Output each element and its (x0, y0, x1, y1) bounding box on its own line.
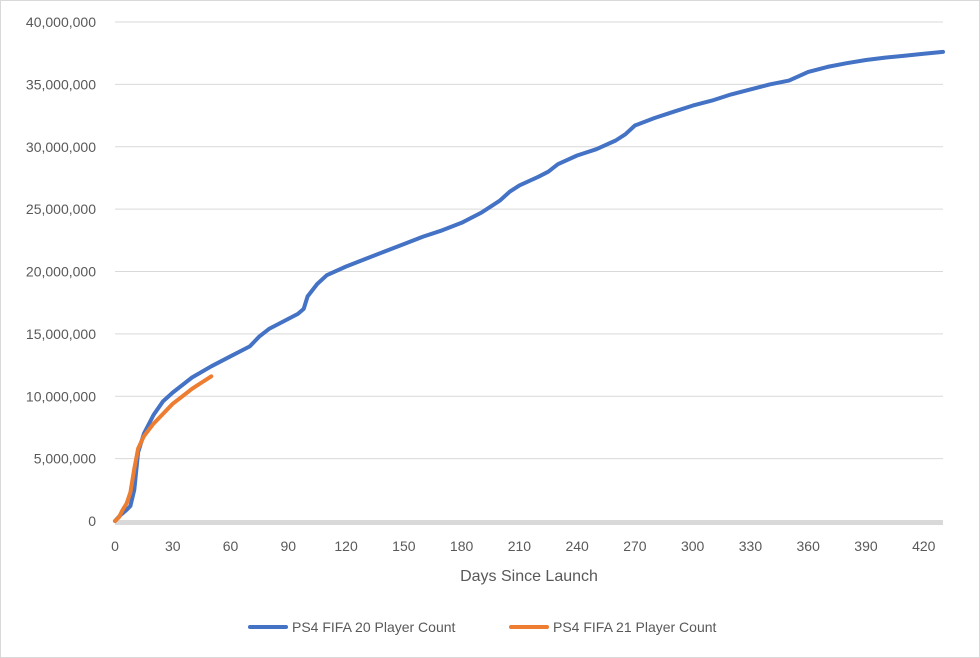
x-tick-label: 270 (623, 538, 647, 554)
legend: PS4 FIFA 20 Player Count PS4 FIFA 21 Play… (248, 619, 717, 635)
y-tick-label: 25,000,000 (26, 201, 96, 217)
x-tick-label: 210 (508, 538, 532, 554)
x-tick-label: 60 (223, 538, 239, 554)
legend-label-2: PS4 FIFA 21 Player Count (553, 619, 717, 635)
x-tick-label: 390 (854, 538, 878, 554)
x-axis-title: Days Since Launch (460, 568, 598, 585)
y-axis-tick-labels: 0 5,000,000 10,000,000 15,000,000 20,000,000… (26, 14, 96, 529)
y-tick-label: 20,000,000 (26, 264, 96, 280)
y-tick-label: 10,000,000 (26, 388, 96, 404)
legend-label-1: PS4 FIFA 20 Player Count (292, 619, 456, 635)
y-tick-label: 5,000,000 (34, 451, 96, 467)
x-tick-label: 180 (450, 538, 474, 554)
series-line-1 (113, 49, 945, 523)
x-axis-tick-labels: 0 30 60 90 120 150 180 210 240 270 300 330 360 390 420 (111, 538, 936, 554)
gridlines (115, 21, 943, 460)
y-tick-label: 40,000,000 (26, 14, 96, 30)
x-tick-label: 240 (565, 538, 589, 554)
x-tick-label: 90 (281, 538, 297, 554)
y-tick-label: 30,000,000 (26, 139, 96, 155)
x-tick-label: 420 (912, 538, 936, 554)
x-tick-label: 150 (392, 538, 416, 554)
series-line-2 (113, 374, 214, 523)
series-lines (113, 49, 945, 523)
x-tick-label: 330 (739, 538, 763, 554)
x-tick-label: 0 (111, 538, 119, 554)
x-axis-line (115, 520, 943, 525)
y-tick-label: 35,000,000 (26, 76, 96, 92)
x-tick-label: 120 (334, 538, 358, 554)
x-tick-label: 300 (681, 538, 705, 554)
x-tick-label: 360 (797, 538, 821, 554)
y-tick-label: 0 (88, 513, 96, 529)
x-tick-label: 30 (165, 538, 181, 554)
y-tick-label: 15,000,000 (26, 326, 96, 342)
